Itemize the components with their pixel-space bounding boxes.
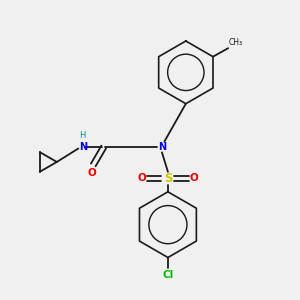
Text: N: N <box>79 142 87 152</box>
Text: N: N <box>158 142 166 152</box>
Text: O: O <box>190 173 199 183</box>
Text: O: O <box>87 168 96 178</box>
Text: S: S <box>164 172 172 185</box>
Text: CH₃: CH₃ <box>229 38 243 47</box>
Text: O: O <box>137 173 146 183</box>
Text: H: H <box>80 131 86 140</box>
Text: Cl: Cl <box>162 270 173 280</box>
